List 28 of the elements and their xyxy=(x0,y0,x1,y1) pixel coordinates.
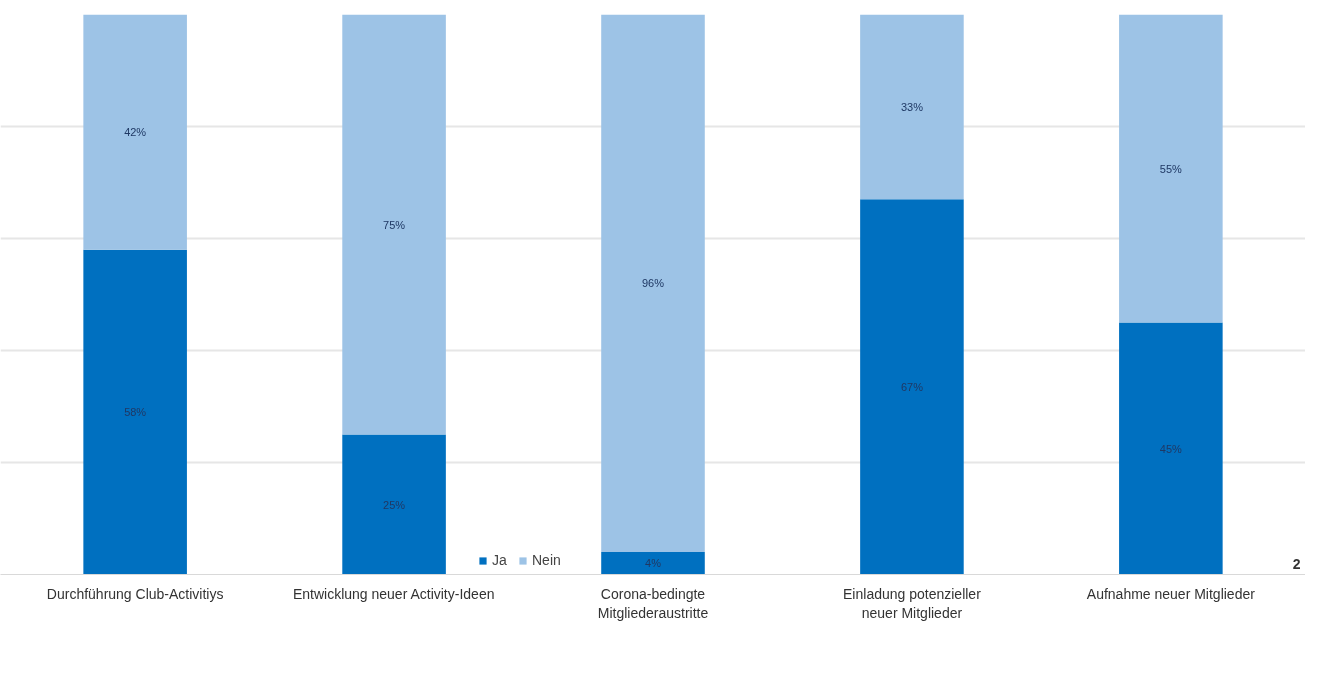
bar xyxy=(83,14,187,250)
bar xyxy=(83,249,187,575)
x-tick-label: Entwicklung neuer Activity-Ideen xyxy=(292,585,495,602)
legend-label: Nein xyxy=(532,552,561,568)
bar xyxy=(342,14,446,435)
data-label: 45% xyxy=(1159,442,1183,455)
data-label: 4% xyxy=(645,557,662,570)
x-tick-label: Aufnahme neuer Mitglieder xyxy=(1086,585,1256,602)
data-label: 67% xyxy=(900,380,924,393)
bar xyxy=(860,199,964,575)
data-label: 25% xyxy=(383,498,406,511)
data-label: 96% xyxy=(641,277,665,290)
legend-label: Ja xyxy=(492,552,508,568)
data-label: 75% xyxy=(383,218,406,231)
data-label: 33% xyxy=(900,100,924,113)
x-tick-label: Durchführung Club-Activitiys xyxy=(46,585,224,602)
data-label: 58% xyxy=(124,406,147,419)
x-tick-label: Corona-bedingte Mitgliederaustritte xyxy=(597,585,709,621)
bar xyxy=(342,434,446,575)
x-tick-label: Einladung potenzieller neuer Mitglieder xyxy=(843,585,982,621)
data-label: 42% xyxy=(124,126,147,139)
bar xyxy=(1119,322,1223,575)
data-label: 55% xyxy=(1159,162,1183,175)
bar xyxy=(601,552,705,575)
bar xyxy=(860,14,964,200)
bar xyxy=(1119,14,1223,323)
annotation: 2 xyxy=(1292,555,1301,572)
bar xyxy=(601,14,705,553)
